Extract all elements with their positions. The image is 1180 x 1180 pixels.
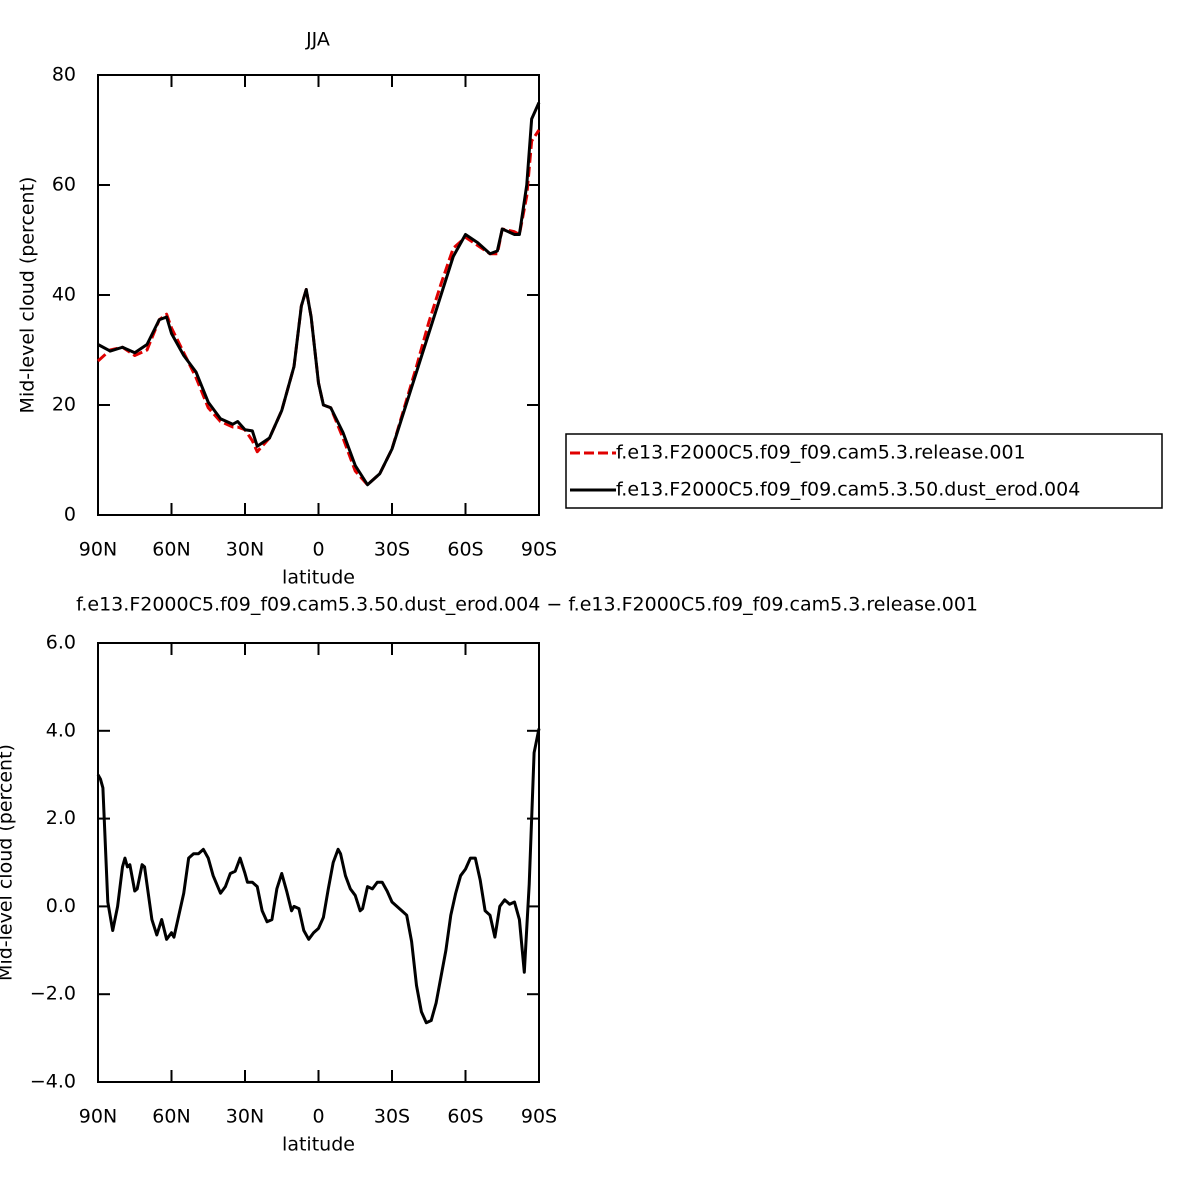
y-tick-label: 40: [52, 284, 76, 306]
plot-frame: [97, 642, 540, 1083]
y-tick-label: 0: [64, 504, 76, 526]
legend-label: f.e13.F2000C5.f09_f09.cam5.3.50.dust_ero…: [616, 479, 1080, 501]
x-tick-label: 90S: [521, 539, 557, 561]
chart-title: JJA: [305, 29, 330, 51]
x-tick-label: 90N: [79, 539, 117, 561]
plot-frame: [97, 74, 540, 516]
data-line: [96, 728, 541, 1025]
data-line: [96, 129, 541, 487]
x-axis-label: latitude: [282, 1134, 355, 1156]
legend-box: [565, 433, 1163, 509]
x-tick-label: 0: [312, 1106, 324, 1128]
y-tick-label: −2.0: [30, 983, 76, 1005]
y-tick-label: 6.0: [46, 632, 76, 654]
x-tick-label: 0: [312, 539, 324, 561]
y-tick-label: 4.0: [46, 719, 76, 741]
y-tick-label: 60: [52, 174, 76, 196]
y-tick-label: 2.0: [46, 807, 76, 829]
y-axis-label: Mid-level cloud (percent): [0, 744, 17, 981]
x-tick-label: 60N: [152, 539, 190, 561]
x-tick-label: 60S: [447, 539, 483, 561]
y-axis-label: Mid-level cloud (percent): [17, 177, 39, 414]
x-tick-label: 90S: [521, 1106, 557, 1128]
chart-title: f.e13.F2000C5.f09_f09.cam5.3.50.dust_ero…: [76, 594, 978, 616]
y-tick-label: 20: [52, 394, 76, 416]
x-axis-label: latitude: [282, 567, 355, 589]
x-tick-label: 30S: [374, 539, 410, 561]
x-tick-label: 90N: [79, 1106, 117, 1128]
y-tick-label: −4.0: [30, 1071, 76, 1093]
x-tick-label: 30N: [226, 1106, 264, 1128]
y-tick-label: 80: [52, 64, 76, 86]
legend-label: f.e13.F2000C5.f09_f09.cam5.3.release.001: [616, 442, 1026, 464]
x-tick-label: 60S: [447, 1106, 483, 1128]
x-tick-label: 30N: [226, 539, 264, 561]
data-line: [97, 101, 541, 487]
x-tick-label: 30S: [374, 1106, 410, 1128]
y-tick-label: 0.0: [46, 895, 76, 917]
x-tick-label: 60N: [152, 1106, 190, 1128]
